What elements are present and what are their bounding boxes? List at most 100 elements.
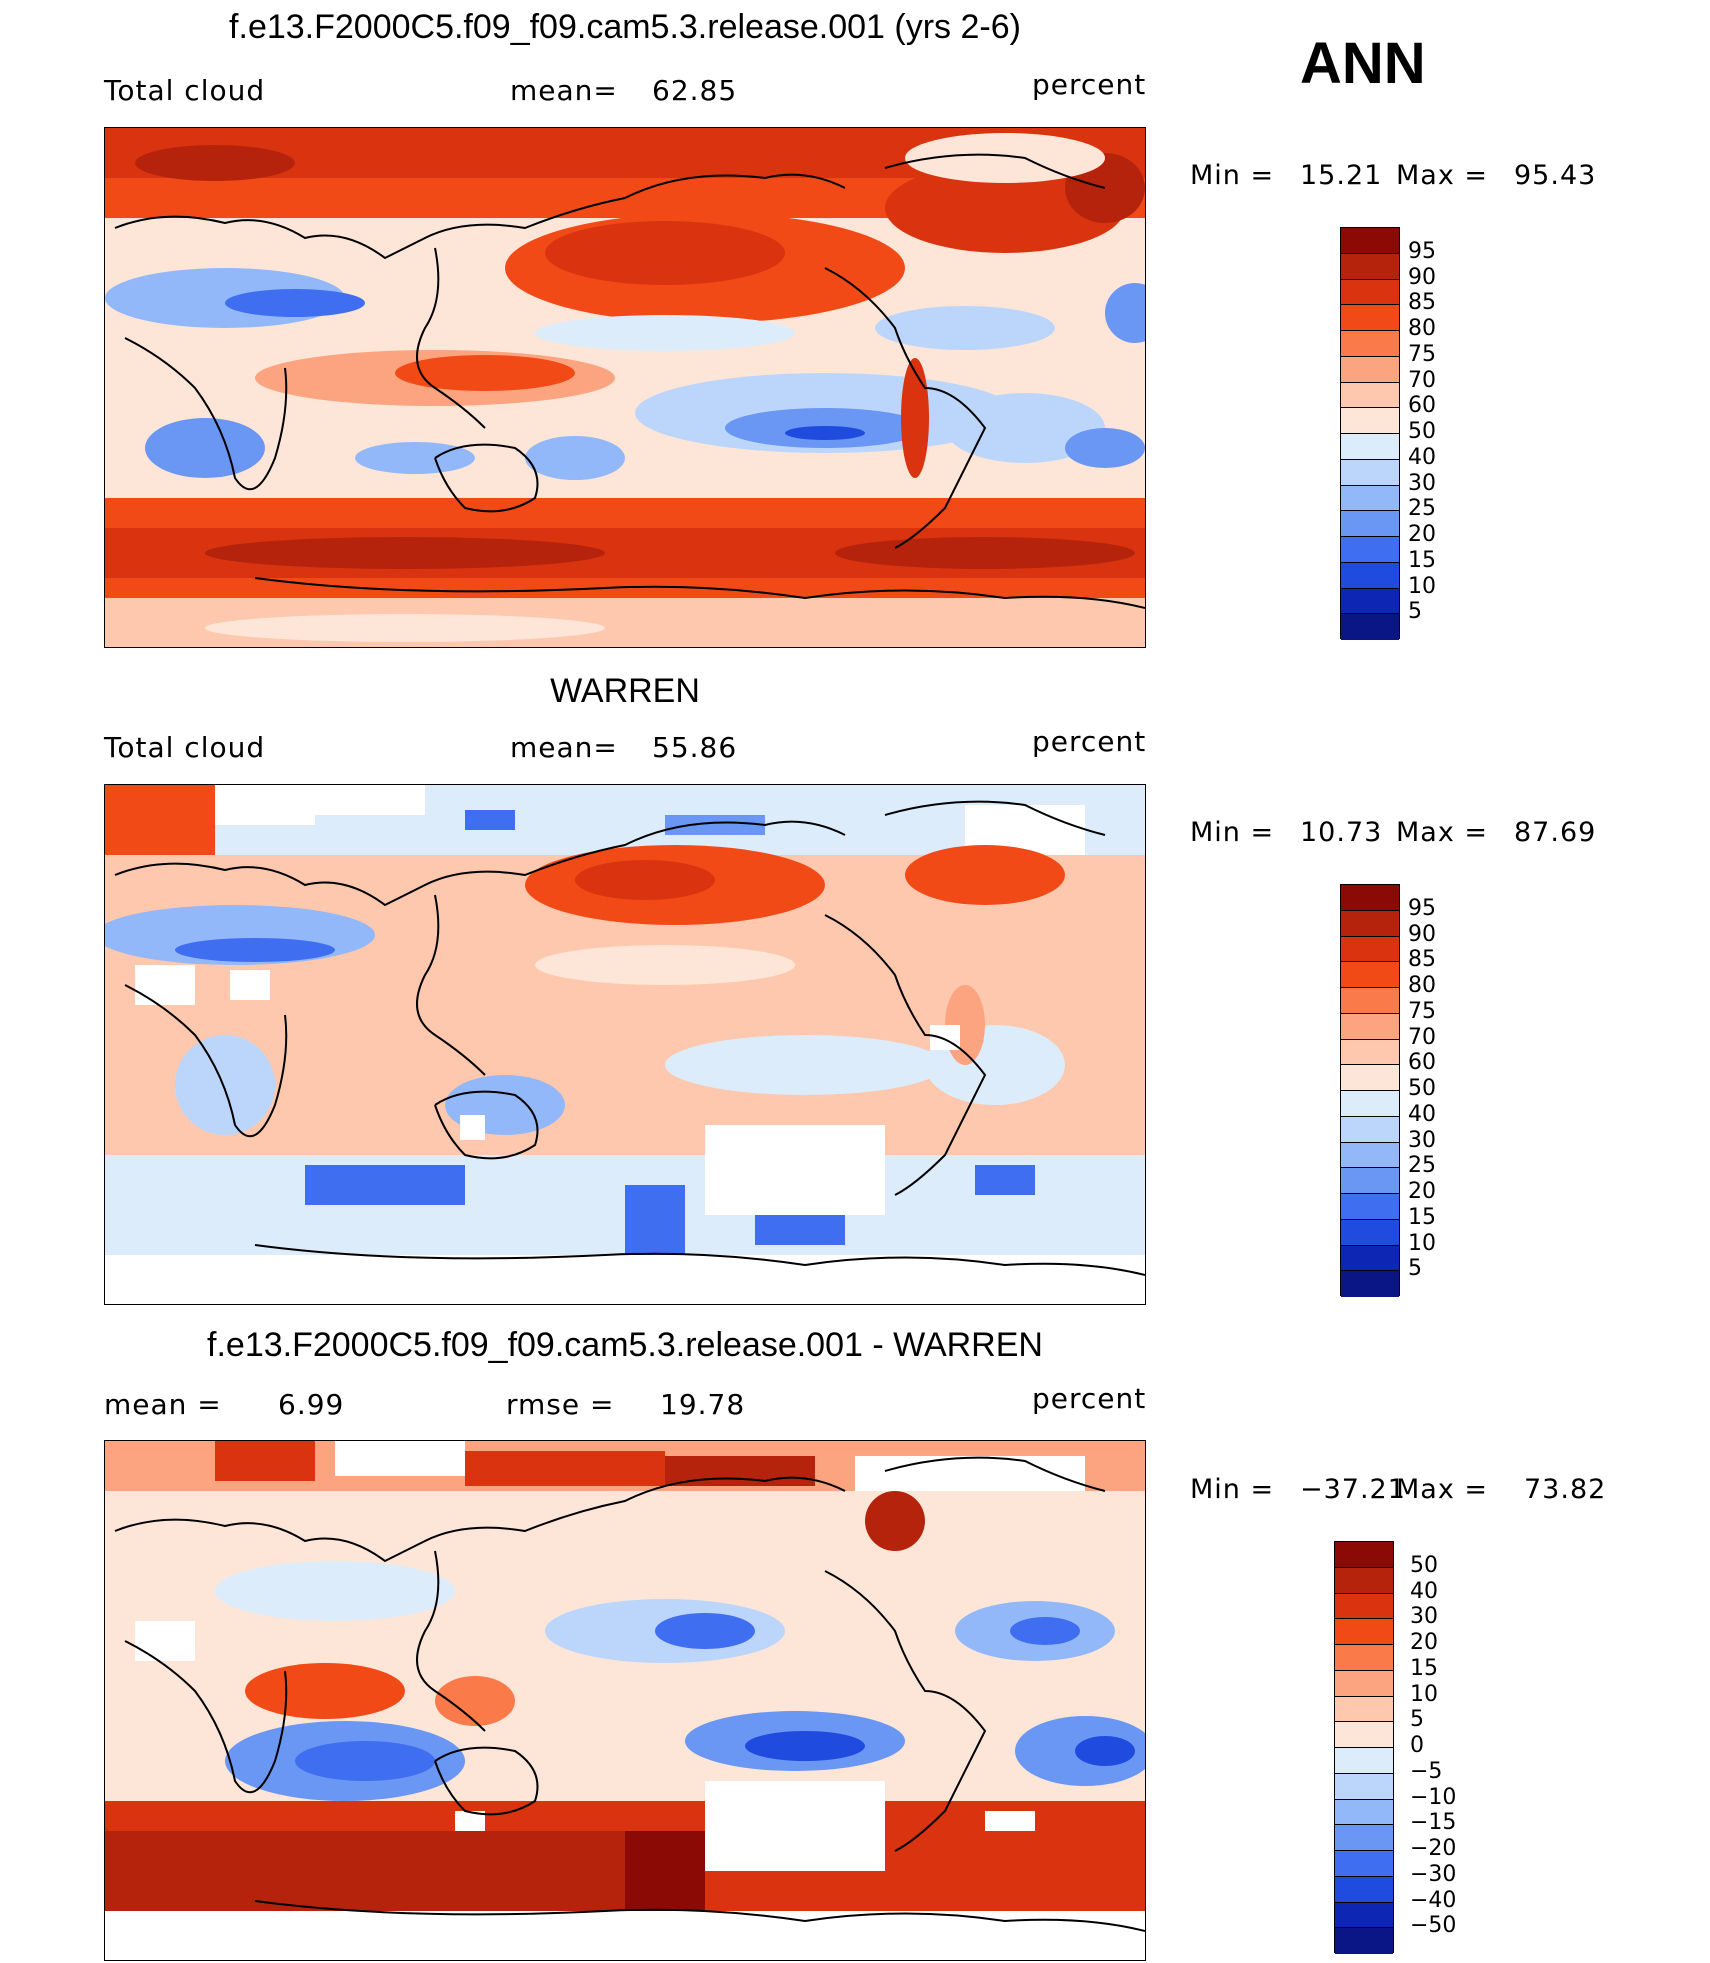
colorbar-tick-label: 90	[1408, 921, 1436, 947]
colorbar-tick-label: 15	[1410, 1655, 1438, 1681]
colorbar-tick-label: 10	[1408, 573, 1436, 599]
colorbar-swatch	[1341, 434, 1399, 460]
colorbar-tick-label: 0	[1410, 1733, 1424, 1758]
panel2-max-label: Max =	[1396, 817, 1489, 848]
colorbar-tick-label: 90	[1408, 264, 1436, 290]
colorbar-tick-label: 40	[1410, 1578, 1438, 1604]
colorbar-tick-label: 40	[1408, 1101, 1436, 1127]
colorbar-swatch	[1335, 1542, 1393, 1568]
panel2-max-value: 87.69	[1514, 817, 1597, 848]
panel3-max-label: Max =	[1396, 1474, 1489, 1505]
colorbar-tick-label: 50	[1408, 1076, 1436, 1101]
panel1-max-value: 95.43	[1514, 160, 1597, 191]
colorbar-tick-label: 20	[1408, 1179, 1436, 1204]
colorbar-tick-label: −50	[1410, 1913, 1457, 1939]
panel3-min-label: Min =	[1190, 1474, 1275, 1505]
colorbar-tick-label: 60	[1408, 1050, 1436, 1076]
colorbar-swatch	[1335, 1928, 1393, 1954]
panel3-mean-label: mean =	[104, 1388, 222, 1421]
colorbar-tick-label: −30	[1410, 1861, 1457, 1887]
colorbar-swatch	[1335, 1619, 1393, 1645]
colorbar-swatch	[1335, 1670, 1393, 1697]
colorbar-swatch	[1341, 356, 1399, 383]
colorbar-swatch	[1341, 382, 1399, 409]
panel1-title: f.e13.F2000C5.f09_f09.cam5.3.release.001…	[229, 8, 1021, 46]
panel1-min-value: 15.21	[1300, 160, 1383, 191]
colorbar-swatch	[1341, 962, 1399, 988]
colorbar-swatch	[1341, 885, 1399, 911]
panel1-units-label: percent	[1032, 68, 1147, 101]
panel3-title: f.e13.F2000C5.f09_f09.cam5.3.release.001…	[207, 1326, 1043, 1364]
colorbar-tick-label: −20	[1410, 1836, 1457, 1861]
colorbar-swatch	[1341, 588, 1399, 615]
panel2-map-canvas	[105, 785, 1145, 1304]
colorbar-swatch	[1335, 1825, 1393, 1851]
colorbar-tick-label: 85	[1408, 947, 1436, 973]
colorbar-swatch	[1341, 1271, 1399, 1297]
panel1-min-label: Min =	[1190, 160, 1275, 191]
colorbar-tick-label: 30	[1410, 1604, 1438, 1630]
colorbar-tick-label: 5	[1408, 1256, 1422, 1282]
season-label: ANN	[1300, 31, 1426, 96]
panel2-mean-value: 55.86	[652, 731, 738, 764]
colorbar-swatch	[1335, 1722, 1393, 1748]
panel2-min-value: 10.73	[1300, 817, 1383, 848]
panel3-max-value: 73.82	[1524, 1474, 1607, 1505]
colorbar-swatch	[1341, 1039, 1399, 1066]
colorbar-swatch	[1341, 459, 1399, 486]
colorbar-swatch	[1341, 936, 1399, 963]
colorbar-tick-label: 75	[1408, 341, 1436, 367]
colorbar-tick-label: 30	[1408, 470, 1436, 496]
panel3-map-canvas	[105, 1441, 1145, 1960]
colorbar-swatch	[1335, 1876, 1393, 1903]
colorbar-swatch	[1341, 1091, 1399, 1117]
colorbar-tick-label: 75	[1408, 998, 1436, 1024]
colorbar-tick-label: 5	[1408, 599, 1422, 625]
colorbar-swatch	[1335, 1696, 1393, 1723]
colorbar-tick-label: 95	[1408, 895, 1436, 921]
panel2-map	[104, 784, 1146, 1305]
colorbar-tick-label: 20	[1408, 522, 1436, 547]
panel1-mean-value: 62.85	[652, 74, 738, 107]
colorbar-swatch	[1341, 1245, 1399, 1272]
panel2-min-label: Min =	[1190, 817, 1275, 848]
colorbar-swatch	[1335, 1773, 1393, 1800]
panel1-colorbar	[1340, 227, 1400, 640]
panel2-title: WARREN	[550, 672, 700, 710]
colorbar-tick-label: −5	[1410, 1758, 1443, 1784]
panel3-units-label: percent	[1032, 1382, 1147, 1415]
colorbar-swatch	[1335, 1645, 1393, 1671]
colorbar-swatch	[1335, 1799, 1393, 1826]
colorbar-tick-label: 25	[1408, 1153, 1436, 1179]
colorbar-swatch	[1341, 910, 1399, 937]
colorbar-swatch	[1341, 614, 1399, 640]
colorbar-tick-label: 50	[1408, 419, 1436, 444]
colorbar-swatch	[1341, 1219, 1399, 1246]
colorbar-tick-label: −40	[1410, 1887, 1457, 1913]
colorbar-swatch	[1335, 1593, 1393, 1620]
colorbar-tick-label: 25	[1408, 496, 1436, 522]
panel1-mean-label: mean=	[510, 74, 618, 107]
colorbar-swatch	[1341, 1116, 1399, 1143]
panel3-min-value: −37.21	[1300, 1474, 1406, 1505]
colorbar-swatch	[1335, 1748, 1393, 1774]
colorbar-tick-label: 50	[1410, 1552, 1438, 1578]
panel2-mean-label: mean=	[510, 731, 618, 764]
panel2-units-label: percent	[1032, 725, 1147, 758]
colorbar-tick-label: 70	[1408, 367, 1436, 393]
colorbar-tick-label: 95	[1408, 238, 1436, 264]
colorbar-swatch	[1341, 537, 1399, 563]
colorbar-tick-label: 5	[1410, 1707, 1424, 1733]
colorbar-tick-label: 80	[1408, 316, 1436, 341]
colorbar-swatch	[1341, 1013, 1399, 1040]
colorbar-tick-label: 80	[1408, 973, 1436, 998]
panel3-map	[104, 1440, 1146, 1961]
panel3-mean-value: 6.99	[278, 1388, 345, 1421]
colorbar-tick-label: −10	[1410, 1784, 1457, 1810]
panel3-colorbar	[1334, 1541, 1394, 1954]
colorbar-swatch	[1341, 331, 1399, 357]
panel1-map	[104, 127, 1146, 648]
colorbar-tick-label: 85	[1408, 290, 1436, 316]
colorbar-tick-label: 15	[1408, 1204, 1436, 1230]
panel1-max-label: Max =	[1396, 160, 1489, 191]
